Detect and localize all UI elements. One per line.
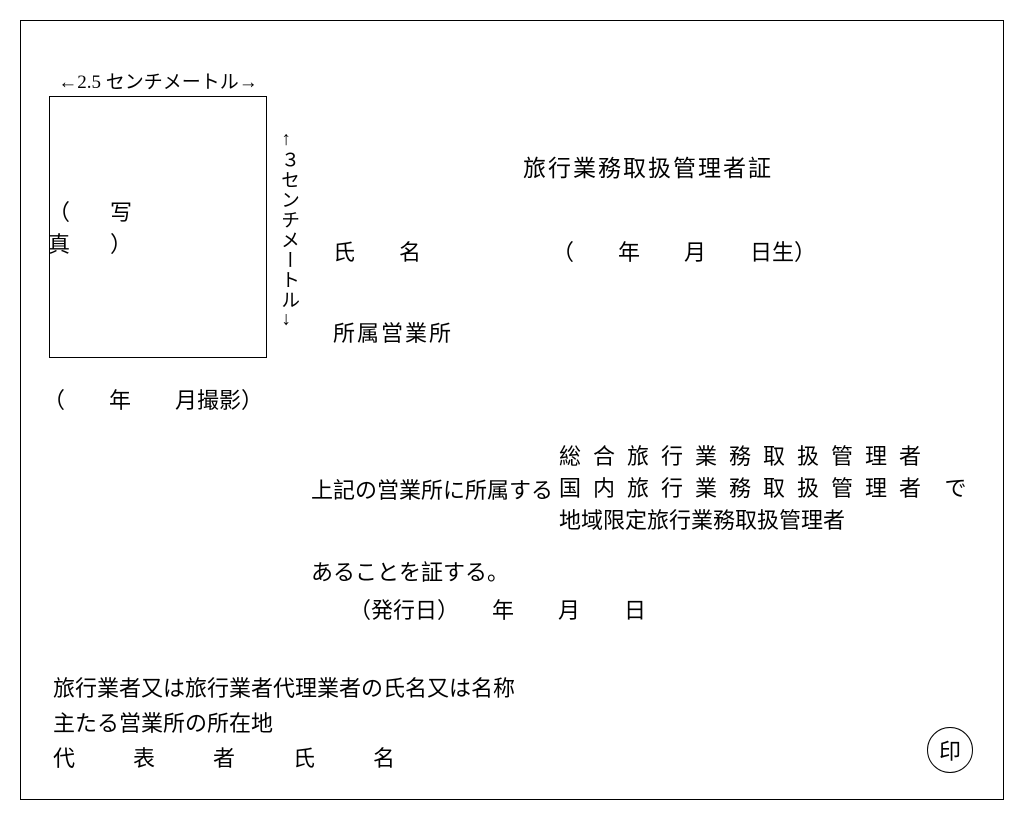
document-title: 旅行業務取扱管理者証: [523, 149, 773, 183]
photo-date: （ 年 月撮影）: [43, 383, 263, 415]
photo-caption: （写 真）: [20, 195, 296, 259]
footer-line-2: 主たる営業所の所在地: [53, 706, 515, 741]
cert-type-general: 総合旅行業務取扱管理者: [559, 441, 967, 473]
certificate-card: ←2.5 センチメートル→ （写 真） ←３センチメートル→ （ 年 月撮影） …: [20, 20, 1004, 800]
footer-block: 旅行業者又は旅行業者代理業者の氏名又は名称 主たる営業所の所在地 代 表 者 氏…: [53, 671, 515, 777]
photo-height-label: ←３センチメートル→: [275, 100, 302, 360]
footer-line-3: 代 表 者 氏 名: [53, 741, 515, 776]
office-row: 所属営業所: [333, 316, 453, 348]
photo-box: （写 真）: [49, 96, 267, 358]
seal-mark: 印: [927, 727, 973, 773]
cert-prefix: 上記の営業所に所属する: [311, 473, 553, 505]
certification-block: 上記の営業所に所属する 総合旅行業務取扱管理者 国内旅行業務取扱管理者 で 地域…: [311, 441, 991, 587]
photo-width-label: ←2.5 センチメートル→: [49, 67, 267, 94]
cert-de: で: [945, 476, 967, 501]
issue-date: （発行日） 年 月 日: [349, 593, 646, 625]
footer-line-1: 旅行業者又は旅行業者代理業者の氏名又は名称: [53, 671, 515, 706]
cert-type-regional: 地域限定旅行業務取扱管理者: [559, 505, 967, 537]
name-row: 氏 名 （ 年 月 日生）: [333, 235, 973, 267]
cert-types: 総合旅行業務取扱管理者 国内旅行業務取扱管理者 で 地域限定旅行業務取扱管理者: [559, 441, 967, 537]
cert-suffix: あることを証する。: [311, 555, 991, 587]
seal-text: 印: [939, 734, 961, 766]
cert-type-domestic: 国内旅行業務取扱管理者: [559, 476, 933, 501]
name-label: 氏 名: [333, 240, 421, 265]
birth-label: （ 年 月 日生）: [552, 240, 816, 265]
photo-area: ←2.5 センチメートル→ （写 真）: [49, 67, 267, 358]
